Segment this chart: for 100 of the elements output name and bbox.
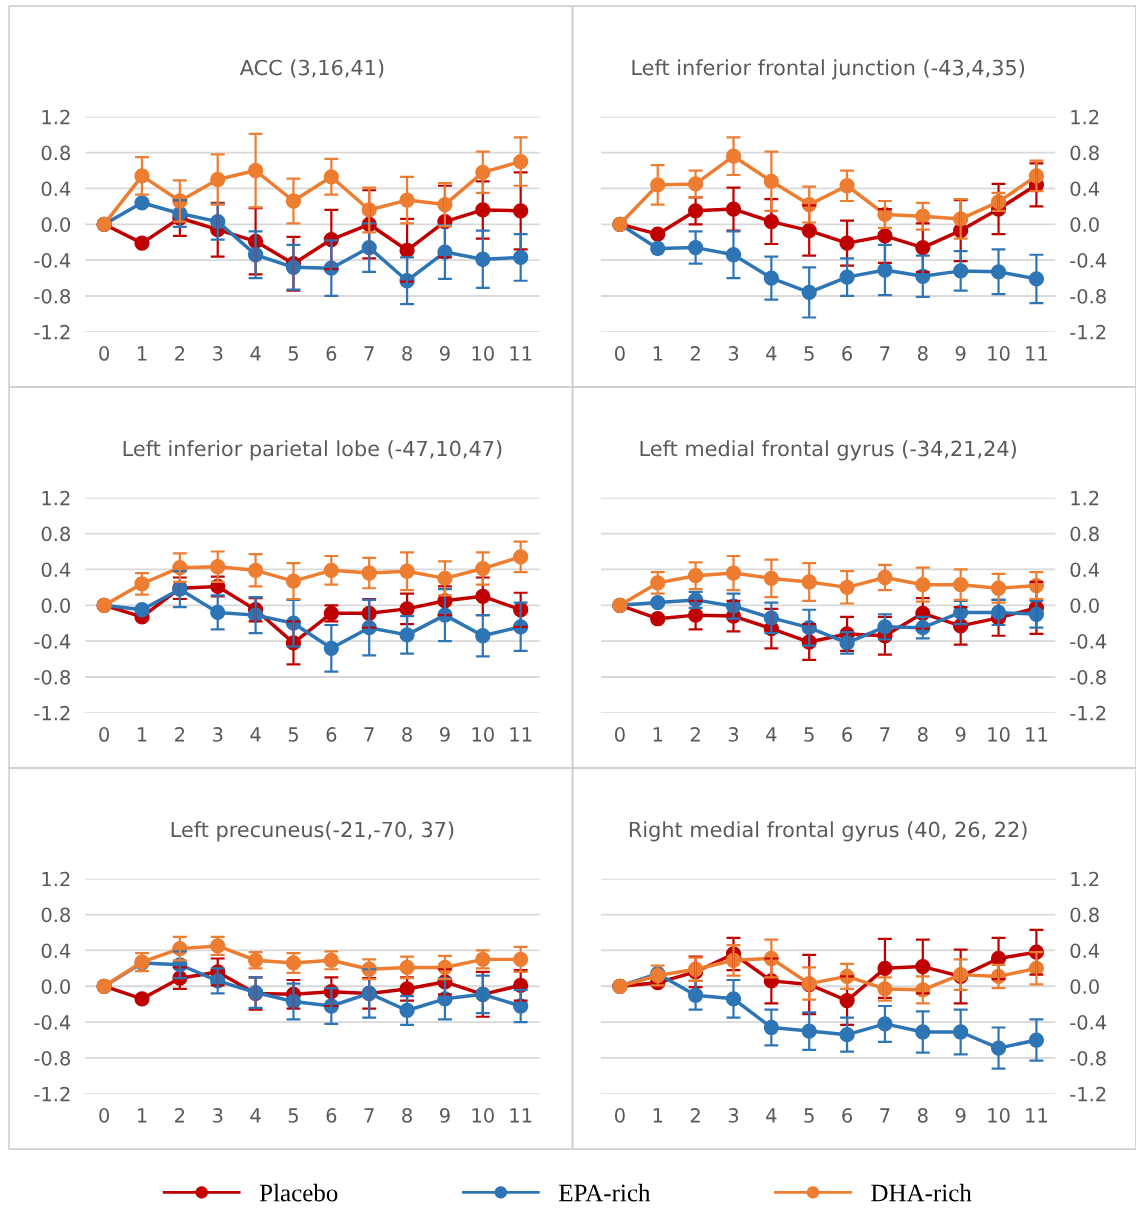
y-tick-label: -1.2 [1070,705,1106,721]
x-tick-label: 4 [250,346,261,361]
x-tick-label: 1 [653,1108,663,1123]
legend-label: EPA-rich [559,1183,651,1202]
y-tick-label: 1.2 [42,109,70,125]
y-tick-label: 0.8 [41,526,70,542]
x-tick-label: 3 [728,346,739,361]
x-tick-label: 1 [137,1108,147,1123]
x-tick-label: 10 [988,1108,1010,1123]
x-tick-label: 10 [472,727,494,742]
x-tick-label: 9 [439,346,450,361]
x-tick-label: 9 [439,727,450,742]
x-tick-label: 8 [917,727,928,742]
y-tick-label: -0.8 [34,288,70,304]
x-tick-label: 3 [213,727,223,742]
y-tick-label: 0.0 [41,979,71,994]
x-tick-label: 5 [804,727,814,742]
chart-title: Left medial frontal gyrus (-34,21,24) [640,440,1016,461]
x-tick-label: 7 [364,346,374,361]
x-tick-label: 0 [99,1108,110,1123]
x-tick-label: 5 [804,346,814,361]
x-tick-label: 8 [402,346,412,361]
x-tick-label: 10 [988,346,1010,361]
y-tick-label: -0.4 [1070,253,1107,268]
x-tick-label: 8 [917,346,928,361]
y-tick-label: -0.8 [1070,669,1106,685]
y-tick-label: 0.0 [1070,598,1099,613]
y-tick-label: 1.2 [1071,109,1099,125]
y-tick-label: 0.4 [41,181,71,197]
y-tick-label: -0.8 [34,669,70,685]
y-tick-label: -1.2 [34,705,70,721]
y-tick-label: 1.2 [1071,490,1099,506]
x-tick-label: 6 [326,346,337,361]
y-tick-label: -0.4 [1070,634,1107,649]
y-tick-label: 0.8 [1070,907,1099,923]
y-tick-label: -0.4 [34,634,71,649]
x-tick-label: 2 [175,727,185,742]
x-tick-label: 8 [402,727,412,742]
y-tick-label: 0.8 [1070,145,1099,161]
y-tick-label: 0.8 [41,907,70,923]
y-tick-label: 0.0 [41,217,71,232]
x-tick-label: 11 [510,346,532,361]
y-tick-label: 0.4 [41,943,71,959]
y-tick-label: -0.4 [1070,1015,1107,1030]
y-tick-label: 0.8 [1070,526,1099,542]
x-tick-label: 3 [213,346,223,361]
y-tick-label: 0.0 [41,598,71,613]
x-tick-label: 4 [766,727,777,742]
y-tick-label: -1.2 [34,1086,70,1102]
x-tick-label: 2 [175,1108,185,1123]
x-tick-label: 7 [880,727,890,742]
x-tick-label: 1 [653,727,663,742]
x-tick-label: 7 [364,727,374,742]
x-tick-label: 6 [326,727,337,742]
y-tick-label: 0.4 [1070,562,1100,578]
y-tick-label: 0.4 [1070,943,1100,959]
x-tick-label: 11 [1026,346,1047,361]
x-tick-label: 8 [917,1108,928,1123]
chart-title: Left precuneus(-21,-70, 37) [171,821,454,842]
y-tick-label: 1.2 [42,490,70,506]
y-tick-label: 0.4 [41,562,71,578]
y-tick-label: 0.8 [41,145,70,161]
x-tick-label: 3 [213,1108,223,1123]
y-tick-label: 0.4 [1070,181,1100,197]
x-tick-label: 1 [653,346,663,361]
y-tick-label: 1.2 [42,871,70,887]
x-tick-label: 9 [955,346,966,361]
x-tick-label: 10 [472,1108,494,1123]
x-tick-label: 4 [250,727,261,742]
y-tick-label: -0.8 [34,1050,70,1066]
x-tick-label: 6 [842,727,853,742]
chart-title: Left inferior parietal lobe (-47,10,47) [123,440,502,461]
x-tick-label: 4 [766,1108,777,1123]
y-tick-label: 0.0 [1070,217,1099,232]
x-tick-label: 6 [842,1108,853,1123]
y-tick-label: 1.2 [1071,871,1099,887]
x-tick-label: 2 [690,727,700,742]
x-tick-label: 0 [614,727,625,742]
y-tick-label: -0.8 [1070,288,1106,304]
x-tick-label: 7 [364,1108,374,1123]
x-tick-label: 0 [614,1108,625,1123]
x-tick-label: 2 [690,346,700,361]
x-tick-label: 6 [326,1108,337,1123]
x-tick-label: 0 [99,727,110,742]
legend-label: Placebo [259,1183,338,1202]
x-tick-label: 5 [804,1108,814,1123]
x-tick-label: 0 [99,346,110,361]
y-tick-label: -1.2 [1070,324,1106,340]
y-tick-label: -1.2 [34,324,70,340]
legend-label: DHA-rich [871,1183,972,1202]
x-tick-label: 3 [728,727,739,742]
x-tick-label: 0 [614,346,625,361]
chart-title: ACC (3,16,41) [239,59,384,78]
x-tick-label: 10 [988,727,1010,742]
x-tick-label: 1 [137,727,147,742]
chart-title: Left inferior frontal junction (-43,4,35) [632,59,1025,80]
x-tick-label: 7 [880,1108,890,1123]
x-tick-label: 2 [690,1108,700,1123]
x-tick-label: 11 [1026,1108,1047,1123]
x-tick-label: 9 [955,1108,966,1123]
